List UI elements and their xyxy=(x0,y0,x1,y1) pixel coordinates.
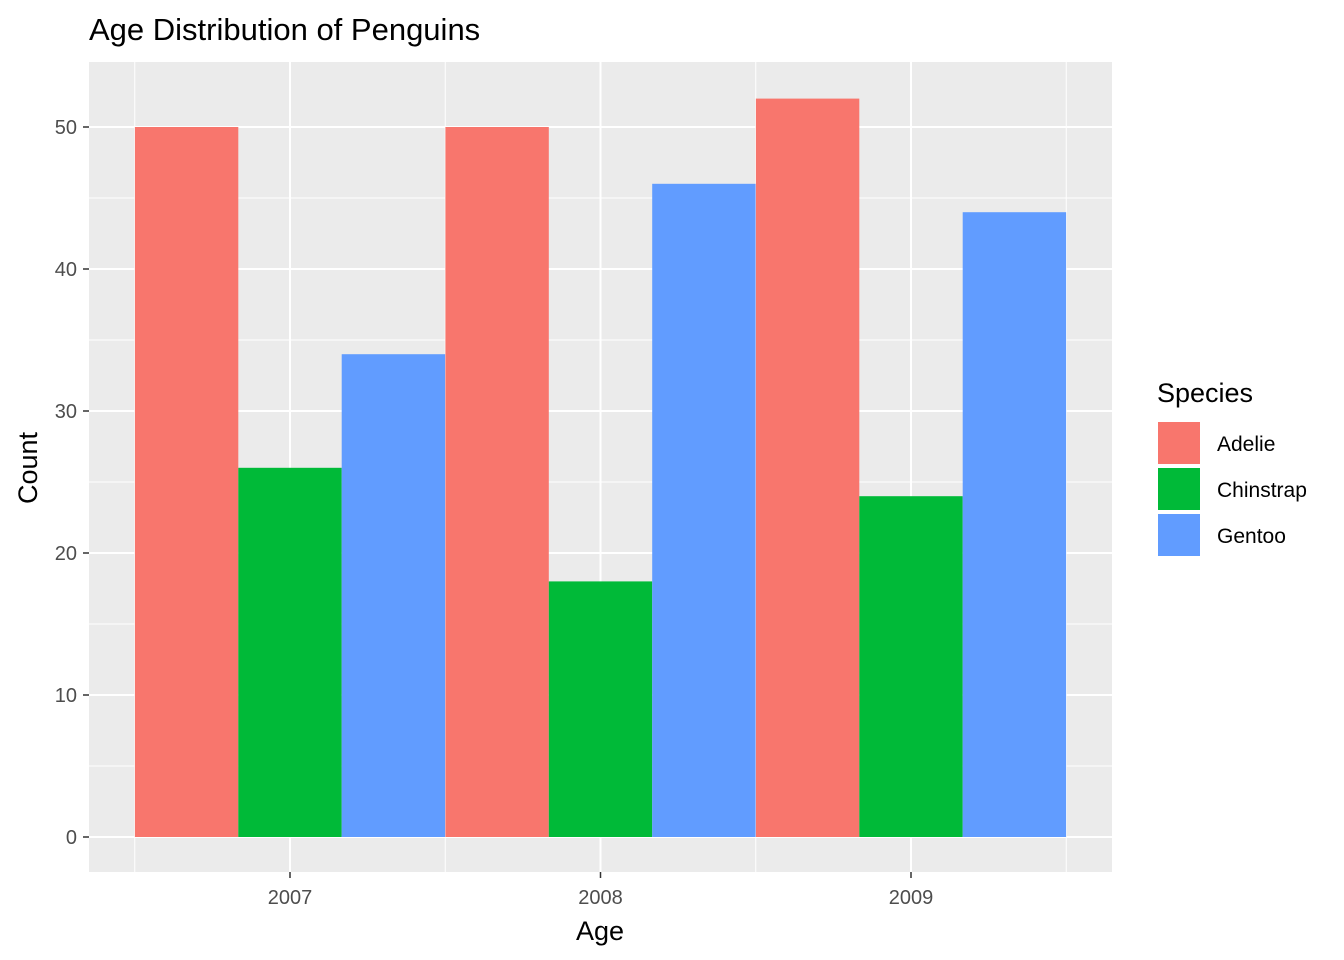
legend-label-chinstrap: Chinstrap xyxy=(1217,479,1307,502)
bar-gentoo-2009 xyxy=(962,212,1067,837)
bar-gentoo-2007 xyxy=(341,354,446,837)
y-tick-label: 10 xyxy=(55,685,77,707)
legend-label-gentoo: Gentoo xyxy=(1217,525,1286,548)
legend: Species Adelie Chinstrap Gentoo xyxy=(1156,378,1307,558)
y-tick-label: 30 xyxy=(55,401,77,423)
x-tick-label: 2009 xyxy=(889,887,934,909)
y-axis-title: Count xyxy=(13,431,43,504)
bar-gentoo-2008 xyxy=(652,183,756,838)
bar-chinstrap-2009 xyxy=(859,496,963,837)
x-axis: 2007 2008 2009 xyxy=(268,872,934,909)
bar-adelie-2007 xyxy=(134,127,239,837)
legend-key-gentoo xyxy=(1156,512,1202,558)
bar-chinstrap-2007 xyxy=(238,467,342,837)
legend-key-chinstrap xyxy=(1156,466,1202,512)
legend-title: Species xyxy=(1157,378,1253,408)
x-tick-label: 2007 xyxy=(268,887,313,909)
legend-key-adelie xyxy=(1156,420,1202,466)
y-tick-label: 0 xyxy=(66,827,77,849)
bar-adelie-2008 xyxy=(445,127,549,837)
y-tick-label: 50 xyxy=(55,117,77,139)
bar-adelie-2009 xyxy=(755,98,860,838)
y-axis: 0 10 20 30 40 50 xyxy=(55,117,89,849)
y-tick-label: 40 xyxy=(55,259,77,281)
x-axis-title: Age xyxy=(576,916,624,946)
x-tick-label: 2008 xyxy=(578,887,623,909)
chart-title: Age Distribution of Penguins xyxy=(89,12,480,47)
y-tick-label: 20 xyxy=(55,543,77,565)
bars xyxy=(134,98,1067,838)
legend-label-adelie: Adelie xyxy=(1217,433,1275,456)
bar-chinstrap-2008 xyxy=(548,581,653,837)
